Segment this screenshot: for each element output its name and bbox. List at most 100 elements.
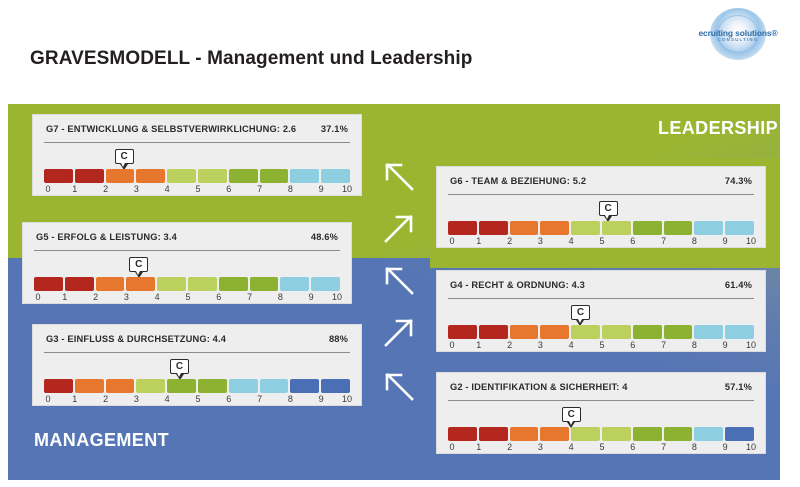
scale-segment	[725, 221, 754, 235]
card-header: G5 - ERFOLG & LEISTUNG: 3.4 48.6%	[23, 223, 351, 251]
tick-label: 10	[341, 394, 353, 404]
arrow-up-left-icon	[382, 160, 416, 194]
tick-label: 10	[331, 292, 343, 302]
scale-bar	[448, 221, 754, 235]
measurement-card-g3: G3 - EINFLUSS & DURCHSETZUNG: 4.4 88% C 0 1 2…	[32, 324, 362, 406]
tick-label: 10	[745, 442, 757, 452]
tick-label: 5	[599, 236, 605, 246]
tick-label: 9	[318, 184, 324, 194]
scale-segment	[448, 221, 477, 235]
scale-bar	[448, 427, 754, 441]
arrow-up-right-icon	[382, 212, 416, 246]
tick-label: 7	[257, 394, 263, 404]
value-marker-g6: C	[598, 201, 618, 222]
card-title: G7 - ENTWICKLUNG & SELBSTVERWIRKLICHUNG:…	[46, 124, 297, 134]
scale-segment	[663, 427, 693, 441]
tick-label: 9	[722, 236, 728, 246]
card-divider	[448, 194, 754, 195]
tick-label: 2	[93, 292, 99, 302]
tick-label: 8	[287, 184, 293, 194]
tick-label: 1	[72, 394, 78, 404]
tick-label: 4	[164, 184, 170, 194]
card-title: G3 - EINFLUSS & DURCHSETZUNG: 4.4	[46, 334, 227, 344]
card-title: G4 - RECHT & ORDNUNG: 4.3	[450, 280, 585, 290]
scale-segment	[290, 169, 320, 183]
scale-segment	[601, 427, 631, 441]
scale-segment	[197, 169, 227, 183]
card-divider	[448, 400, 754, 401]
leadership-label: LEADERSHIP	[657, 118, 778, 138]
arrow-up-left-icon	[382, 370, 416, 404]
scale-segment	[601, 221, 631, 235]
tick-label: 4	[568, 340, 574, 350]
tick-label: 3	[133, 184, 139, 194]
tick-label: 0	[449, 340, 455, 350]
scale-segment	[448, 325, 477, 339]
tick-label: 3	[537, 340, 543, 350]
scale-segment	[725, 325, 754, 339]
scale-segment	[663, 221, 693, 235]
value-marker-g4: C	[570, 305, 590, 326]
scale-bar	[448, 325, 754, 339]
scale-segment	[167, 169, 196, 183]
scale-segment	[259, 379, 289, 393]
scale-ticks: 0 1 2 3 4 5 6 7 8 9 10	[448, 340, 756, 352]
scale-segment	[105, 379, 135, 393]
scale-segment	[74, 169, 104, 183]
scale-segment	[540, 325, 570, 339]
tick-label: 1	[476, 236, 482, 246]
measurement-card-g2: G2 - IDENTIFIKATION & SICHERHEIT: 4 57.1%…	[436, 372, 766, 454]
scale-area: C 0 1 2 3 4 5 6 7 8 9 10	[33, 143, 361, 195]
scale-segment	[632, 221, 662, 235]
scale-segment	[478, 221, 508, 235]
scale-segment	[280, 277, 310, 291]
card-percent: 61.4%	[724, 280, 752, 290]
tick-label: 9	[318, 394, 324, 404]
tick-label: 2	[507, 442, 513, 452]
scale-segment	[540, 221, 570, 235]
scale-segment	[311, 277, 340, 291]
scale-segment	[126, 277, 156, 291]
measurement-card-g5: G5 - ERFOLG & LEISTUNG: 3.4 48.6% C 0 1 2 3 4 5 6…	[22, 222, 352, 304]
card-percent: 88%	[328, 334, 348, 344]
scale-segment	[197, 379, 227, 393]
management-label: MANAGEMENT	[34, 430, 169, 450]
tick-label: 5	[195, 394, 201, 404]
tick-label: 3	[537, 236, 543, 246]
tick-label: 7	[661, 340, 667, 350]
tick-label: 2	[103, 184, 109, 194]
card-percent: 57.1%	[724, 382, 752, 392]
scale-segment	[509, 427, 539, 441]
tick-label: 0	[449, 442, 455, 452]
scale-segment	[321, 379, 350, 393]
scale-ticks: 0 1 2 3 4 5 6 7 8 9 10	[448, 236, 756, 248]
tick-label: 9	[722, 442, 728, 452]
card-header: G4 - RECHT & ORDNUNG: 4.3 61.4%	[437, 271, 765, 299]
tick-label: 8	[691, 340, 697, 350]
arrow-up-left-icon	[382, 264, 416, 298]
tick-label: 1	[62, 292, 68, 302]
tick-label: 1	[476, 442, 482, 452]
scale-area: C 0 1 2 3 4 5 6 7 8 9 10	[23, 251, 351, 303]
scale-segment	[725, 427, 754, 441]
tick-label: 4	[154, 292, 160, 302]
card-header: G6 - TEAM & BEZIEHUNG: 5.2 74.3%	[437, 167, 765, 195]
tick-label: 5	[185, 292, 191, 302]
tick-label: 5	[195, 184, 201, 194]
scale-segment	[228, 379, 258, 393]
tick-label: 2	[103, 394, 109, 404]
tick-label: 0	[45, 394, 51, 404]
card-divider	[34, 250, 340, 251]
tick-label: 6	[630, 340, 636, 350]
scale-area: C 0 1 2 3 4 5 6 7 8 9 10	[437, 299, 765, 351]
logo-name: ecruiting solutions®	[698, 28, 778, 38]
tick-label: 7	[257, 184, 263, 194]
card-header: G2 - IDENTIFIKATION & SICHERHEIT: 4 57.1%	[437, 373, 765, 401]
tick-label: 4	[568, 236, 574, 246]
scale-area: C 0 1 2 3 4 5 6 7 8 9 10	[437, 401, 765, 453]
scale-segment	[44, 169, 73, 183]
tick-label: 4	[164, 394, 170, 404]
scale-bar	[44, 379, 350, 393]
logo-ring-icon	[717, 15, 759, 53]
